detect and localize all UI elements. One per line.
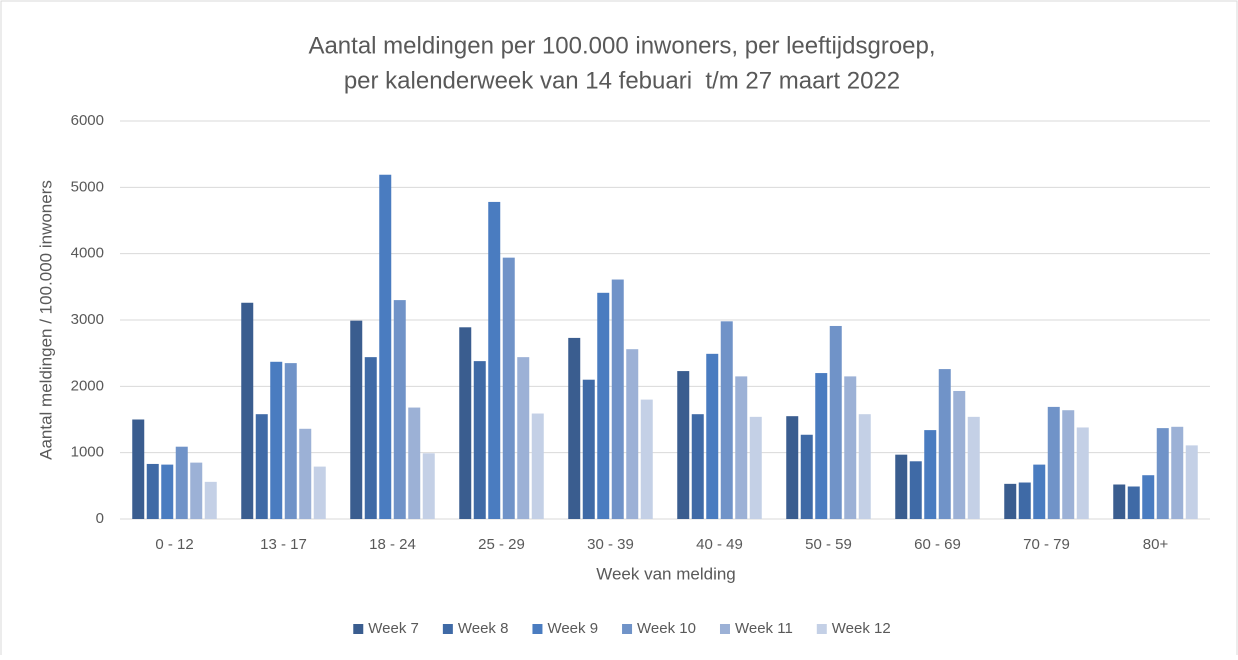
legend-label: Week 10 <box>637 620 696 637</box>
x-tick-label: 30 - 39 <box>587 536 634 553</box>
legend-label: Week 11 <box>735 620 793 637</box>
bar <box>844 376 857 519</box>
bar <box>582 379 595 519</box>
x-tick-label: 25 - 29 <box>478 536 525 553</box>
bar <box>488 201 501 519</box>
legend-swatch <box>353 624 364 634</box>
bar <box>284 363 297 519</box>
bar <box>408 407 421 519</box>
bar <box>161 464 174 519</box>
legend-swatch <box>816 624 827 634</box>
legend-swatch <box>719 624 730 634</box>
bar <box>1076 427 1089 519</box>
bar <box>299 428 312 519</box>
bar <box>735 376 748 519</box>
bar <box>967 416 980 519</box>
bar <box>691 414 704 519</box>
bar <box>1033 464 1046 519</box>
bar <box>895 454 908 519</box>
bar <box>175 446 188 519</box>
x-tick-label: 18 - 24 <box>369 536 416 553</box>
legend-swatch <box>622 624 633 634</box>
bar <box>1142 475 1155 519</box>
x-axis-label: Week van melding <box>596 564 736 583</box>
x-tick-label: 0 - 12 <box>155 536 193 553</box>
bar <box>270 361 283 519</box>
legend-label: Week 7 <box>368 620 419 637</box>
bar <box>924 430 937 519</box>
bar <box>255 414 268 519</box>
bar <box>640 399 653 519</box>
bar <box>1018 482 1031 519</box>
bar <box>379 174 392 520</box>
bar <box>1185 445 1198 519</box>
bar <box>190 462 203 519</box>
y-tick-label: 1000 <box>71 444 104 461</box>
bar <box>1004 483 1017 519</box>
bar <box>938 369 951 519</box>
chart-title: Aantal meldingen per 100.000 inwoners, p… <box>308 32 935 59</box>
bar <box>1127 486 1140 519</box>
bar <box>720 321 733 519</box>
bar <box>1113 484 1126 519</box>
bar <box>858 414 871 519</box>
y-tick-label: 3000 <box>71 311 104 328</box>
bar <box>749 416 762 519</box>
y-tick-label: 4000 <box>71 245 104 262</box>
bar <box>531 413 544 519</box>
x-tick-label: 80+ <box>1143 536 1169 553</box>
bar <box>422 453 435 519</box>
y-tick-label: 0 <box>96 510 104 527</box>
y-tick-label: 5000 <box>71 178 104 195</box>
legend-swatch <box>442 624 453 634</box>
bar <box>146 463 159 519</box>
bar <box>1156 428 1169 519</box>
bar <box>829 325 842 519</box>
x-tick-label: 40 - 49 <box>696 536 743 553</box>
bar <box>597 292 610 519</box>
bar <box>313 466 326 519</box>
bar <box>241 302 254 519</box>
bar <box>473 361 486 519</box>
y-tick-label: 6000 <box>71 112 104 129</box>
x-tick-label: 50 - 59 <box>805 536 852 553</box>
legend-label: Week 12 <box>832 620 891 637</box>
x-tick-label: 60 - 69 <box>914 536 961 553</box>
bar <box>568 337 581 519</box>
x-tick-label: 13 - 17 <box>260 536 307 553</box>
bar <box>132 419 145 519</box>
x-tick-label: 70 - 79 <box>1023 536 1070 553</box>
y-axis-label: Aantal meldingen / 100.000 inwoners <box>36 180 55 460</box>
bar <box>953 390 966 519</box>
bar <box>459 327 472 519</box>
bar <box>1047 406 1060 519</box>
bar <box>517 357 530 519</box>
bar <box>393 300 406 519</box>
bar <box>815 373 828 519</box>
bar <box>626 349 639 519</box>
legend-swatch <box>532 624 543 634</box>
bar <box>800 434 813 519</box>
chart-title: per kalenderweek van 14 febuari t/m 27 m… <box>344 67 900 94</box>
bar <box>1062 410 1075 519</box>
bar <box>677 371 690 519</box>
legend-label: Week 9 <box>547 620 598 637</box>
y-tick-label: 2000 <box>71 377 104 394</box>
bar <box>706 353 719 519</box>
bar <box>204 481 217 519</box>
bar <box>350 320 363 519</box>
bar <box>502 257 515 519</box>
bar <box>1171 426 1184 519</box>
bar <box>611 279 624 519</box>
bar <box>909 461 922 519</box>
bar <box>786 416 799 519</box>
bar <box>364 357 377 519</box>
legend-label: Week 8 <box>458 620 509 637</box>
